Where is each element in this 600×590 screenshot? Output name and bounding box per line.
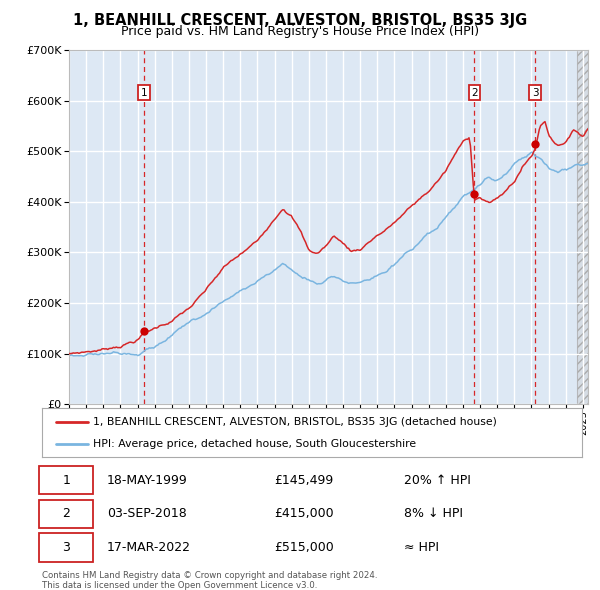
Bar	[577, 50, 588, 404]
Text: £145,499: £145,499	[274, 474, 334, 487]
Text: 1: 1	[62, 474, 70, 487]
Text: 17-MAR-2022: 17-MAR-2022	[107, 541, 191, 554]
FancyBboxPatch shape	[40, 500, 94, 528]
Text: ≈ HPI: ≈ HPI	[404, 541, 439, 554]
Text: 2: 2	[62, 507, 70, 520]
Text: Price paid vs. HM Land Registry's House Price Index (HPI): Price paid vs. HM Land Registry's House …	[121, 25, 479, 38]
Text: 03-SEP-2018: 03-SEP-2018	[107, 507, 187, 520]
Text: 20% ↑ HPI: 20% ↑ HPI	[404, 474, 470, 487]
Text: 3: 3	[532, 88, 538, 97]
Text: 8% ↓ HPI: 8% ↓ HPI	[404, 507, 463, 520]
Text: HPI: Average price, detached house, South Gloucestershire: HPI: Average price, detached house, Sout…	[94, 439, 416, 449]
Text: 1: 1	[141, 88, 148, 97]
Text: £415,000: £415,000	[274, 507, 334, 520]
Bar	[577, 50, 588, 404]
Text: 18-MAY-1999: 18-MAY-1999	[107, 474, 188, 487]
Text: 1, BEANHILL CRESCENT, ALVESTON, BRISTOL, BS35 3JG: 1, BEANHILL CRESCENT, ALVESTON, BRISTOL,…	[73, 13, 527, 28]
FancyBboxPatch shape	[40, 533, 94, 562]
Text: £515,000: £515,000	[274, 541, 334, 554]
Text: 3: 3	[62, 541, 70, 554]
FancyBboxPatch shape	[40, 466, 94, 494]
Text: Contains HM Land Registry data © Crown copyright and database right 2024.
This d: Contains HM Land Registry data © Crown c…	[42, 571, 377, 590]
Text: 1, BEANHILL CRESCENT, ALVESTON, BRISTOL, BS35 3JG (detached house): 1, BEANHILL CRESCENT, ALVESTON, BRISTOL,…	[94, 417, 497, 427]
Text: 2: 2	[471, 88, 478, 97]
